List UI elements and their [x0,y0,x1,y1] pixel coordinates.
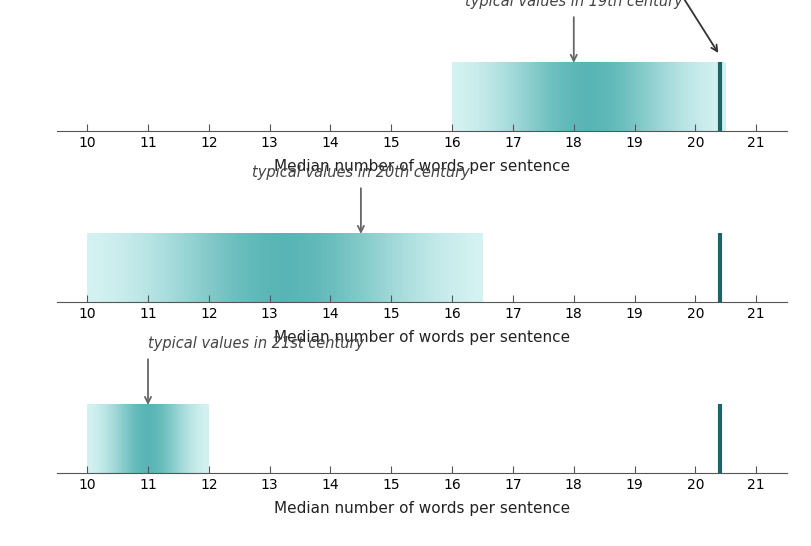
X-axis label: Median number of words per sentence: Median number of words per sentence [273,158,570,174]
Text: typical values in 19th century: typical values in 19th century [465,0,683,9]
Text: typical values in 20th century: typical values in 20th century [252,165,470,180]
Text: typical values in 21st century: typical values in 21st century [148,336,364,352]
X-axis label: Median number of words per sentence: Median number of words per sentence [273,330,570,345]
X-axis label: Median number of words per sentence: Median number of words per sentence [273,501,570,516]
